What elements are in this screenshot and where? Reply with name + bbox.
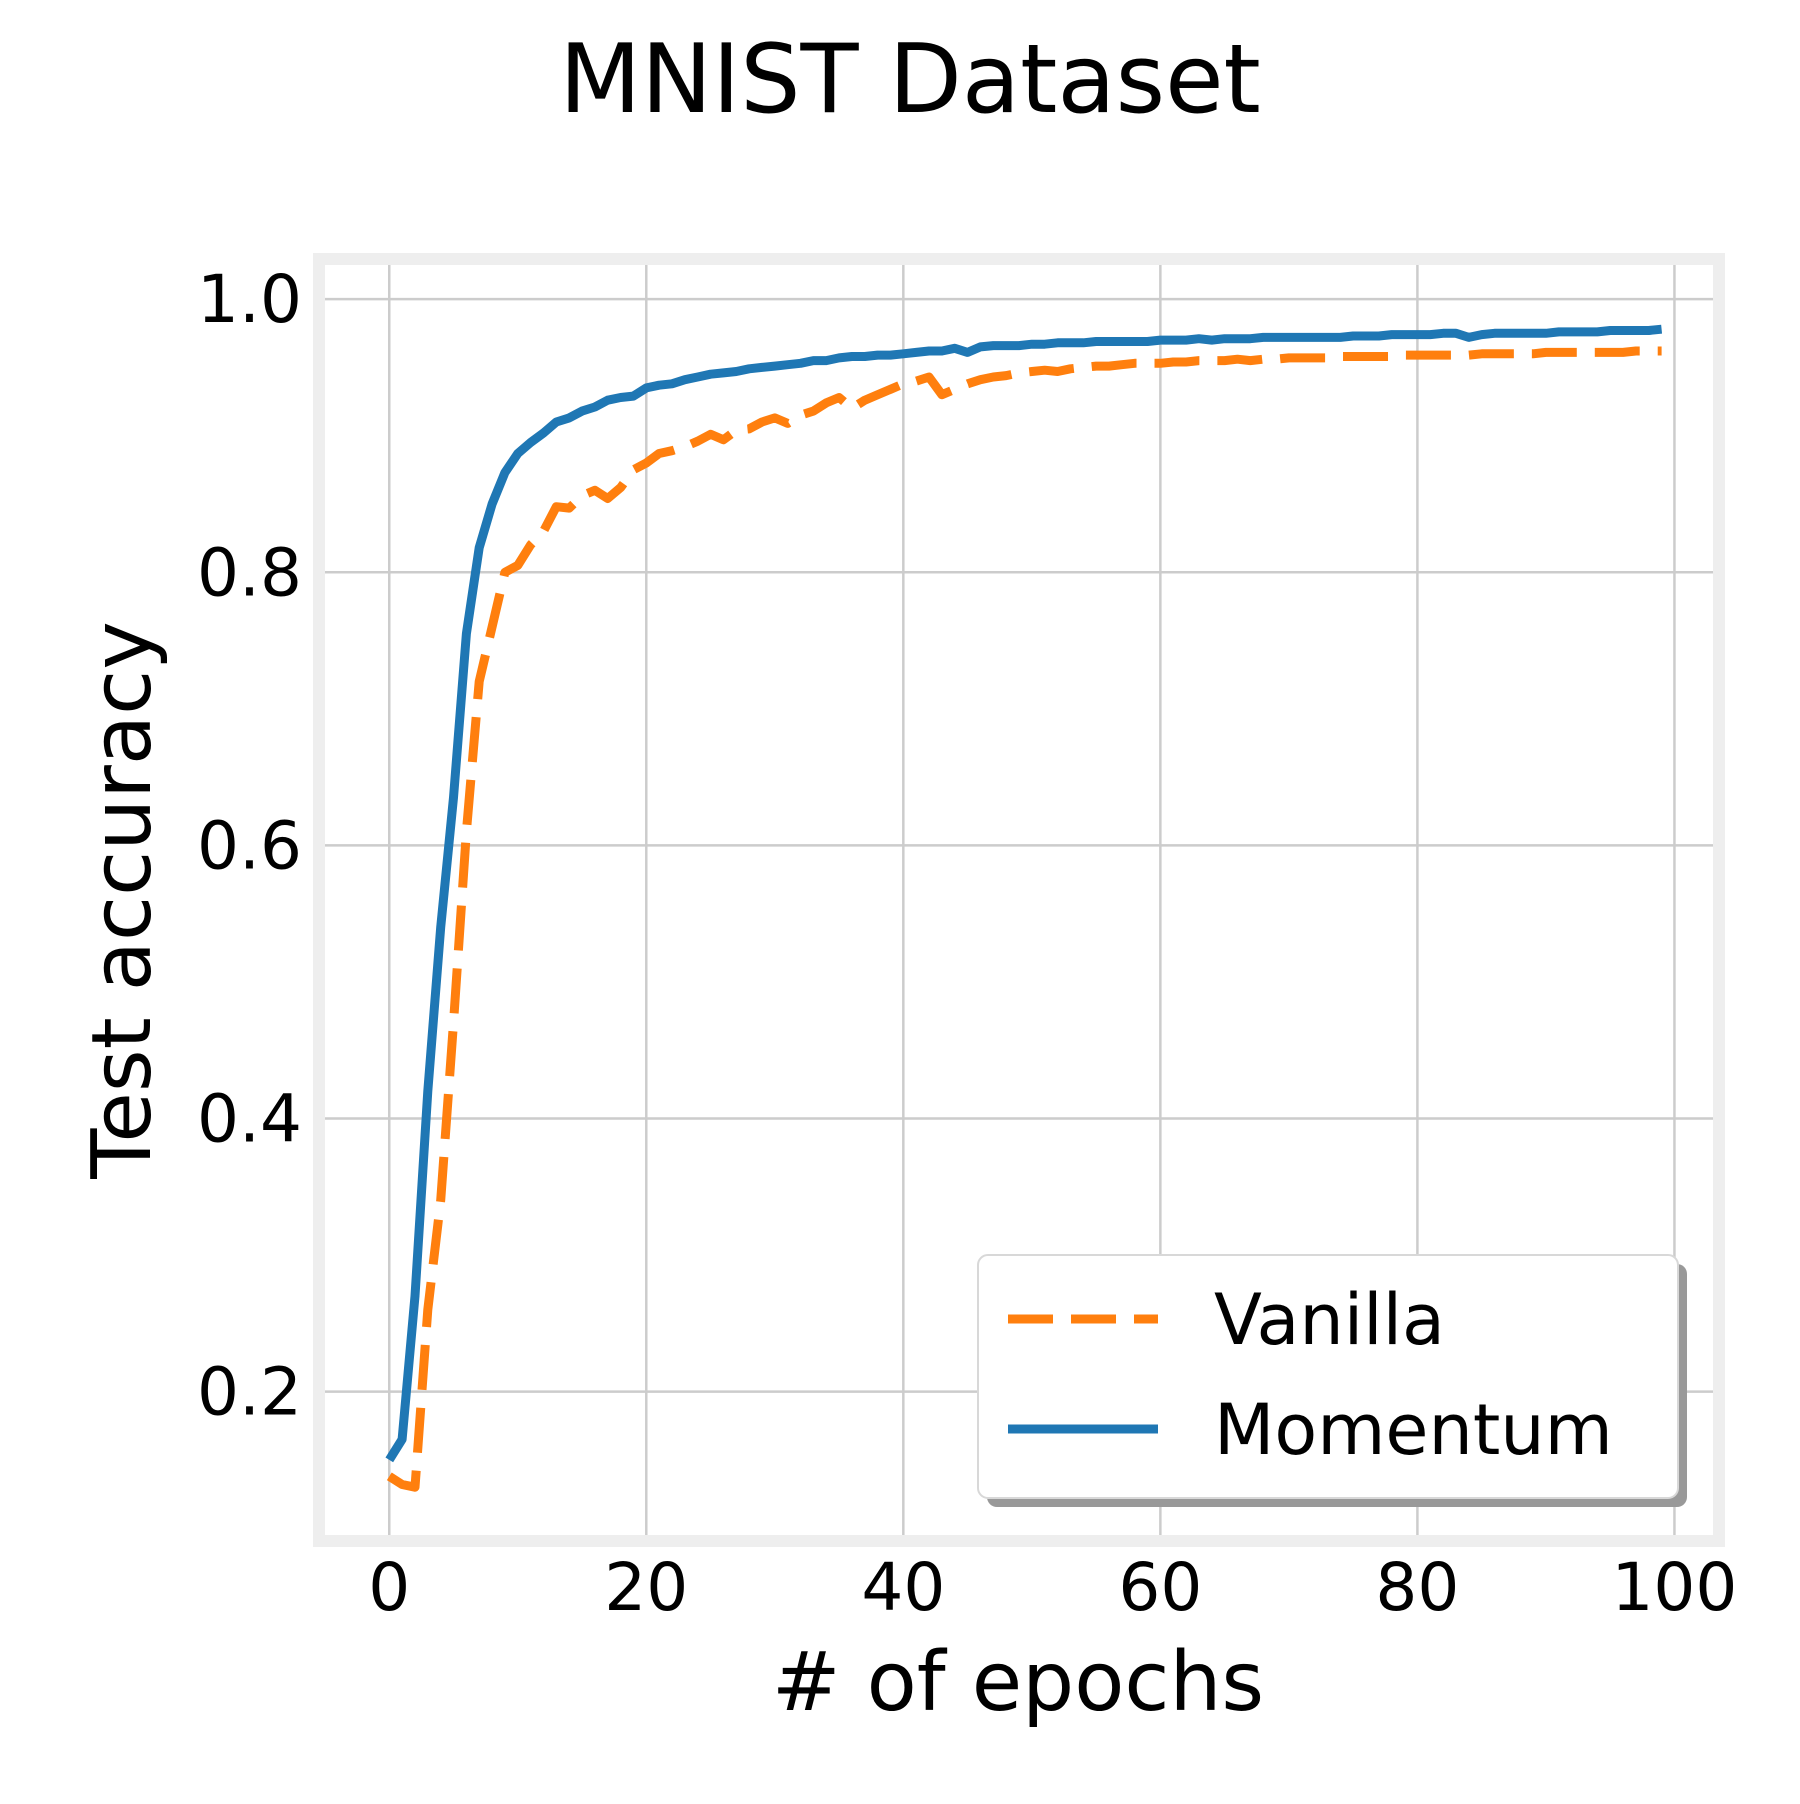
series-line-momentum <box>385 324 1663 1463</box>
y-axis-label: Test accuracy <box>75 621 170 1180</box>
x-tick-label: 80 <box>1375 1549 1459 1626</box>
y-tick-labels: 0.2 0.4 0.6 0.8 1.0 <box>197 261 302 1430</box>
chart-title: MNIST Dataset <box>559 25 1261 135</box>
series-line-vanilla <box>386 346 1662 1492</box>
x-tick-label: 20 <box>604 1549 688 1626</box>
y-tick-label: 0.6 <box>197 807 302 884</box>
legend: Vanilla Momentum <box>977 1254 1687 1507</box>
x-tick-label: 40 <box>861 1549 945 1626</box>
y-tick-label: 0.2 <box>197 1354 302 1431</box>
x-tick-labels: 0 20 40 60 80 100 <box>368 1549 1737 1626</box>
y-tick-label: 1.0 <box>197 261 302 338</box>
y-tick-label: 0.8 <box>197 534 302 611</box>
x-axis-label: # of epochs <box>772 1635 1264 1730</box>
x-tick-label: 60 <box>1118 1549 1202 1626</box>
legend-label-vanilla: Vanilla <box>1214 1279 1445 1361</box>
y-tick-label: 0.4 <box>197 1080 302 1157</box>
x-tick-label: 100 <box>1611 1549 1737 1626</box>
series-layer <box>385 324 1663 1492</box>
legend-label-momentum: Momentum <box>1214 1389 1613 1471</box>
x-tick-label: 0 <box>368 1549 410 1626</box>
